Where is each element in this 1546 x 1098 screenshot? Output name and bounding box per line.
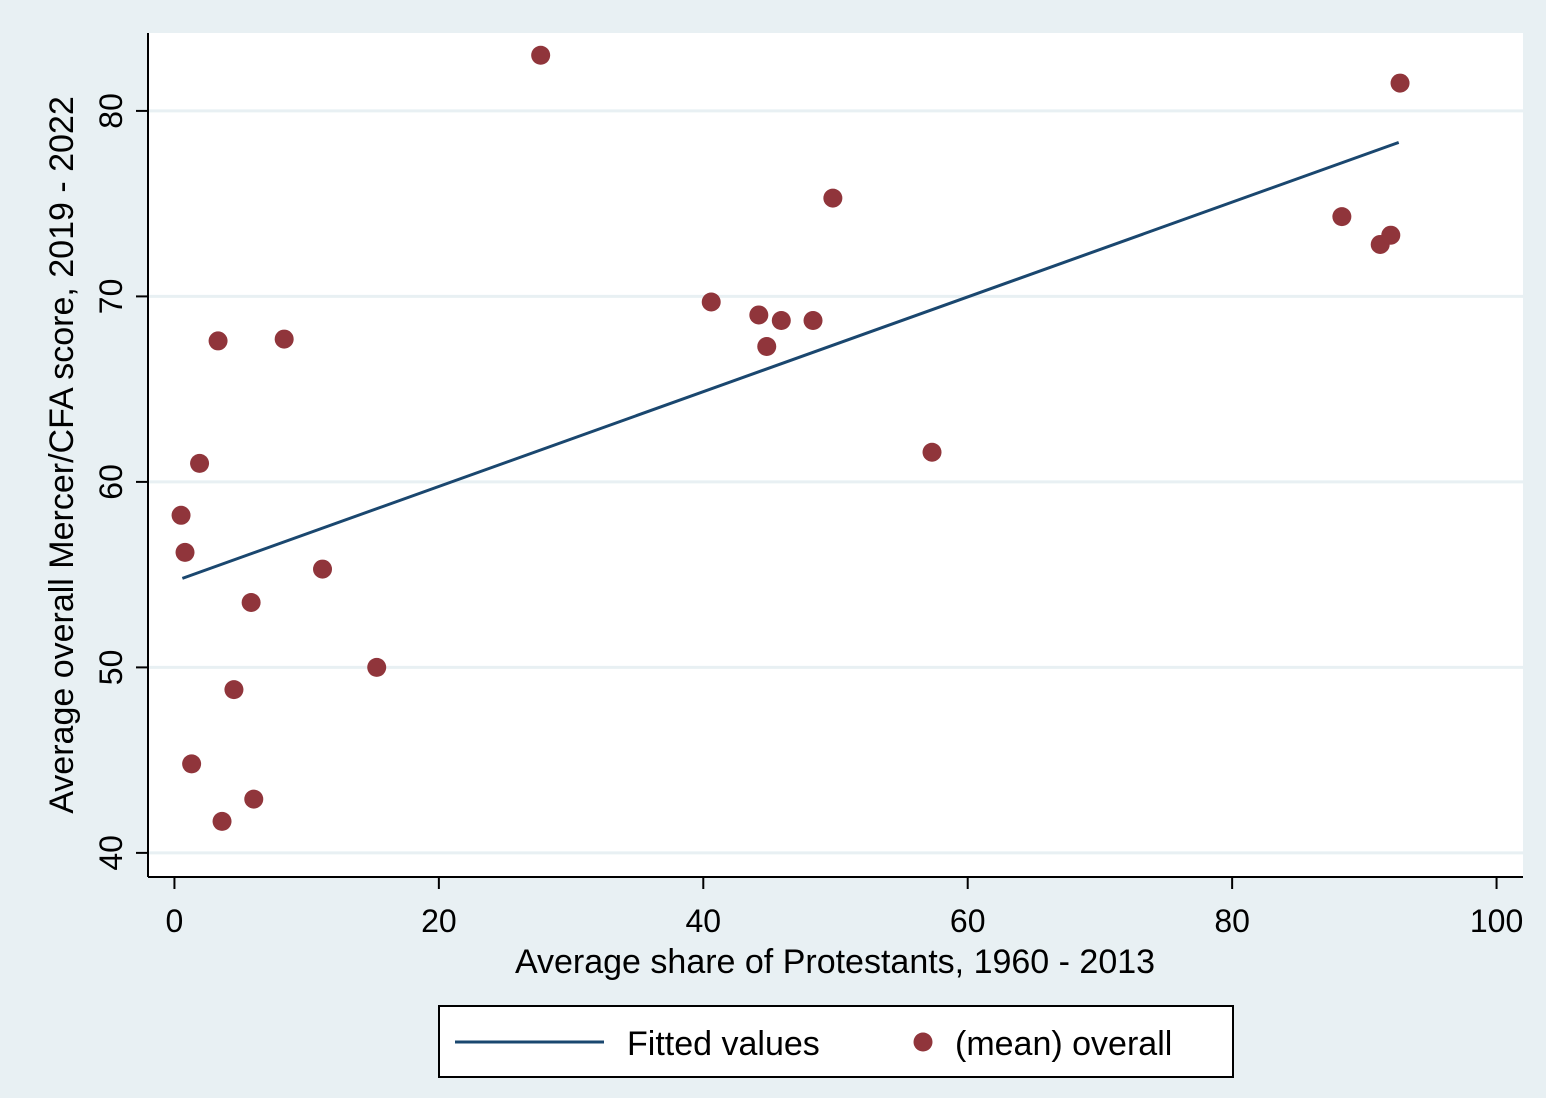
- x-tick-label-60: 60: [950, 903, 986, 939]
- scatter-point-7: [241, 592, 261, 612]
- scatter-point-3: [190, 453, 210, 473]
- scatter-points-layer: [171, 45, 1410, 831]
- x-axis-title: Average share of Protestants, 1960 - 201…: [515, 943, 1155, 981]
- legend-label-mean-overall: (mean) overall: [955, 1025, 1172, 1063]
- scatter-point-6: [224, 680, 244, 700]
- scatter-point-4: [208, 331, 228, 351]
- legend: Fitted values (mean) overall: [438, 1005, 1234, 1078]
- scatter-point-15: [757, 336, 777, 356]
- scatter-point-14: [749, 305, 769, 325]
- y-axis-ticks: 40 50 60 70 80: [93, 93, 148, 871]
- scatter-point-22: [1381, 225, 1401, 245]
- legend-marker-swatch: [913, 1032, 933, 1052]
- scatter-point-16: [771, 311, 791, 331]
- scatter-point-23: [1390, 73, 1410, 93]
- y-tick-label-60: 60: [93, 464, 129, 500]
- x-tick-label-100: 100: [1470, 903, 1523, 939]
- scatter-point-8: [244, 789, 264, 809]
- x-tick-label-0: 0: [166, 903, 184, 939]
- scatter-point-2: [182, 754, 202, 774]
- scatter-point-11: [367, 657, 387, 677]
- fitted-values-line: [181, 141, 1400, 580]
- scatter-point-12: [531, 45, 551, 65]
- y-axis-title: Average overall Mercer/CFA score, 2019 -…: [43, 96, 81, 814]
- scatter-point-1: [175, 542, 195, 562]
- scatter-point-19: [922, 442, 942, 462]
- x-axis-ticks: 0 20 40 60 80 100: [166, 877, 1523, 939]
- x-tick-label-40: 40: [685, 903, 721, 939]
- x-tick-label-20: 20: [421, 903, 457, 939]
- scatter-point-9: [274, 329, 294, 349]
- scatter-point-0: [171, 505, 191, 525]
- y-tick-label-40: 40: [93, 835, 129, 871]
- y-tick-label-70: 70: [93, 279, 129, 315]
- plot-area: [148, 33, 1523, 877]
- scatter-point-13: [701, 292, 721, 312]
- scatter-point-17: [803, 311, 823, 331]
- y-tick-label-50: 50: [93, 650, 129, 686]
- scatter-point-18: [823, 188, 843, 208]
- scatter-point-5: [212, 811, 232, 831]
- x-tick-label-80: 80: [1214, 903, 1250, 939]
- legend-label-fitted-values: Fitted values: [627, 1025, 820, 1063]
- scatter-point-20: [1332, 207, 1352, 227]
- fitted-line-layer: [181, 141, 1400, 580]
- scatter-point-10: [313, 559, 333, 579]
- y-tick-label-80: 80: [93, 93, 129, 129]
